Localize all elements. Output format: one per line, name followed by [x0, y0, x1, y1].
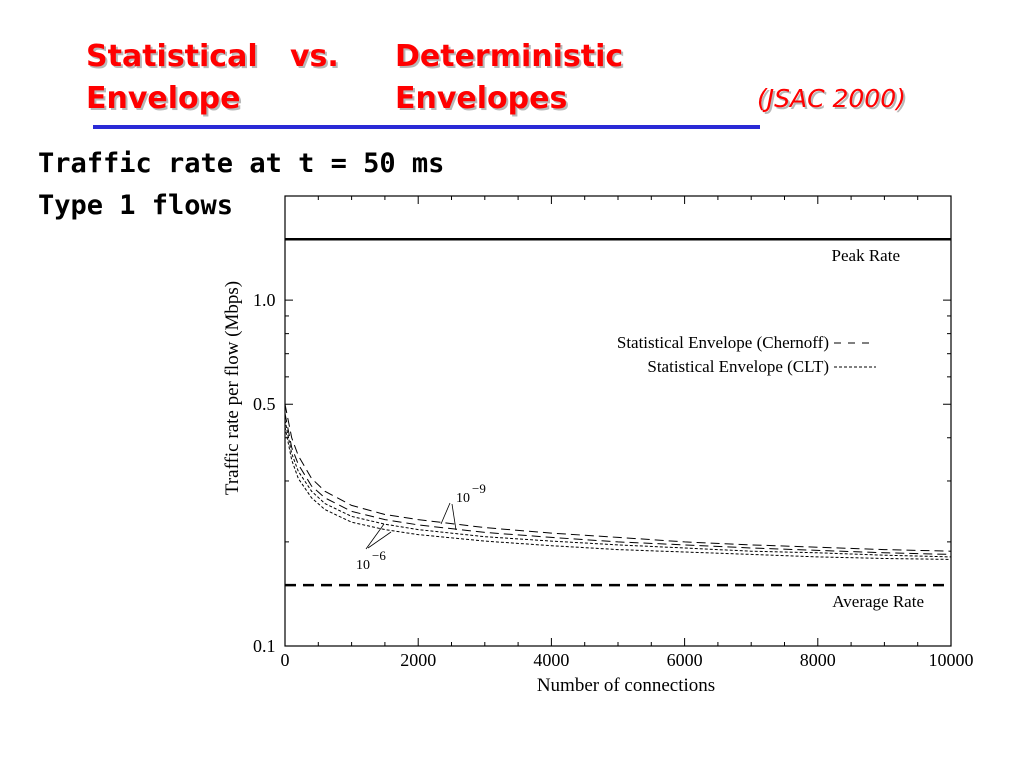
- y-axis-label: Traffic rate per flow (Mbps): [222, 281, 243, 495]
- subtitle-traffic-rate: Traffic rate at t = 50 ms: [38, 148, 445, 179]
- series-line-4: [284, 426, 952, 560]
- subtitle-flow-type: Type 1 flows: [38, 190, 234, 221]
- x-tick-label: 8000: [800, 650, 836, 670]
- title-underline: [93, 125, 760, 129]
- annotation-arrow: [440, 502, 451, 525]
- y-tick-label: 1.0: [253, 290, 276, 310]
- x-tick-label: 2000: [400, 650, 436, 670]
- title-word-deterministic: Deterministic: [395, 39, 624, 74]
- average-rate-label: Average Rate: [832, 592, 924, 611]
- annotation-arrow: [451, 503, 457, 531]
- x-tick-label: 6000: [667, 650, 703, 670]
- legend-entry-label: Statistical Envelope (Chernoff): [617, 333, 829, 352]
- x-tick-label: 0: [281, 650, 290, 670]
- annotation-arrow: [367, 531, 392, 549]
- peak-rate-label: Peak Rate: [832, 246, 900, 265]
- annotation-base-9: 10: [456, 491, 470, 506]
- annotations: 10−910−6: [356, 481, 486, 573]
- title-word-statistical: Statistical: [86, 39, 258, 74]
- tick-labels: 0 2000 4000 6000 8000 10000 0.1 0.5 1.0: [253, 290, 974, 670]
- title-word-envelopes: Envelopes: [395, 81, 568, 116]
- legend: Statistical Envelope (Chernoff) Statistic…: [617, 333, 876, 376]
- y-tick-label: 0.1: [253, 636, 276, 656]
- series-line-1: [284, 404, 952, 552]
- annotation-exponent-6: −6: [372, 548, 386, 563]
- y-tick-label: 0.5: [253, 394, 276, 414]
- series-line-2: [284, 413, 952, 555]
- reference-lines: Peak Rate Average Rate: [285, 237, 951, 611]
- title-word-vs: vs.: [290, 39, 339, 74]
- x-tick-label: 10000: [929, 650, 974, 670]
- annotation-exponent-9: −9: [472, 481, 486, 496]
- annotation-base-6: 10: [356, 558, 370, 573]
- legend-entry-label: Statistical Envelope (CLT): [647, 357, 829, 376]
- x-tick-label: 4000: [533, 650, 569, 670]
- reference-citation: (JSAC 2000): [757, 84, 906, 113]
- series-lines: [284, 404, 952, 560]
- x-axis-label: Number of connections: [537, 675, 715, 696]
- series-line-3: [284, 420, 952, 558]
- title-word-envelope: Envelope: [86, 81, 241, 116]
- annotation-arrow: [365, 523, 385, 550]
